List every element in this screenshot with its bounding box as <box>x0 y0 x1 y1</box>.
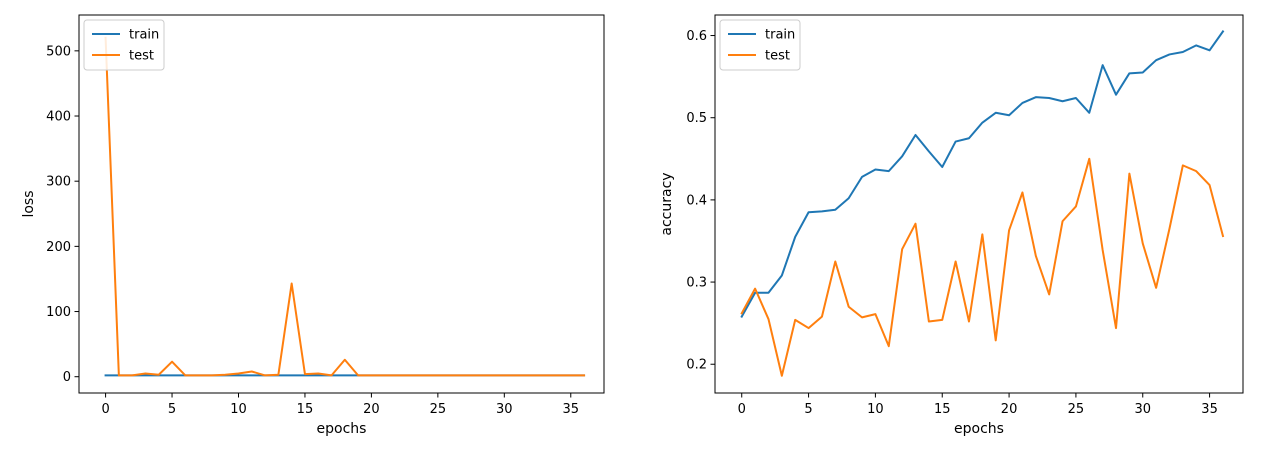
x-tick-label: 35 <box>1201 402 1218 417</box>
accuracy-axes-frame <box>714 14 1244 394</box>
y-tick-label: 0.6 <box>686 29 707 44</box>
loss-chart: 0 5 10 15 20 25 30 35 0 100 200 300 400 500 epochs loss… <box>21 14 605 437</box>
y-axis-label: loss <box>21 190 37 217</box>
x-tick-label: 25 <box>1068 402 1085 417</box>
x-tick-label: 25 <box>430 402 447 417</box>
x-tick-label: 0 <box>738 402 746 417</box>
legend-label-test: test <box>765 49 790 64</box>
x-tick-label: 20 <box>1001 402 1018 417</box>
legend-label-train: train <box>765 28 795 43</box>
x-tick-label: 5 <box>804 402 812 417</box>
y-tick-label: 0.5 <box>686 111 707 126</box>
legend-box <box>83 19 165 71</box>
x-tick-label: 5 <box>168 402 176 417</box>
x-tick-label: 15 <box>934 402 951 417</box>
x-tick-label: 0 <box>101 402 109 417</box>
y-tick-label: 0 <box>63 370 71 385</box>
legend-box <box>719 19 801 71</box>
y-tick-label: 0.4 <box>686 193 707 208</box>
legend-label-train: train <box>129 28 159 43</box>
x-tick-label: 10 <box>230 402 247 417</box>
x-axis-label: epochs <box>317 421 367 437</box>
legend: train test <box>83 19 165 71</box>
x-tick-label: 15 <box>297 402 314 417</box>
x-tick-label: 10 <box>867 402 884 417</box>
y-tick-label: 400 <box>46 110 71 125</box>
x-axis-label: epochs <box>954 421 1004 437</box>
y-tick-label: 500 <box>46 44 71 59</box>
y-tick-label: 200 <box>46 240 71 255</box>
y-axis-label: accuracy <box>659 172 675 235</box>
legend-label-test: test <box>129 49 154 64</box>
loss-axes-frame <box>78 14 605 394</box>
accuracy-chart: 0 5 10 15 20 25 30 35 0.2 0.3 0.4 0.5 0.6 epochs accur… <box>659 14 1244 437</box>
x-tick-label: 30 <box>496 402 513 417</box>
x-tick-label: 20 <box>363 402 380 417</box>
y-tick-label: 100 <box>46 305 71 320</box>
series-line-test <box>104 36 586 377</box>
legend: train test <box>719 19 801 71</box>
y-tick-label: 0.3 <box>686 276 707 291</box>
x-tick-label: 30 <box>1134 402 1151 417</box>
y-tick-label: 300 <box>46 175 71 190</box>
series-line-test <box>740 157 1225 377</box>
x-tick-label: 35 <box>562 402 579 417</box>
y-tick-label: 0.2 <box>686 358 707 373</box>
series-line-train <box>740 30 1225 318</box>
